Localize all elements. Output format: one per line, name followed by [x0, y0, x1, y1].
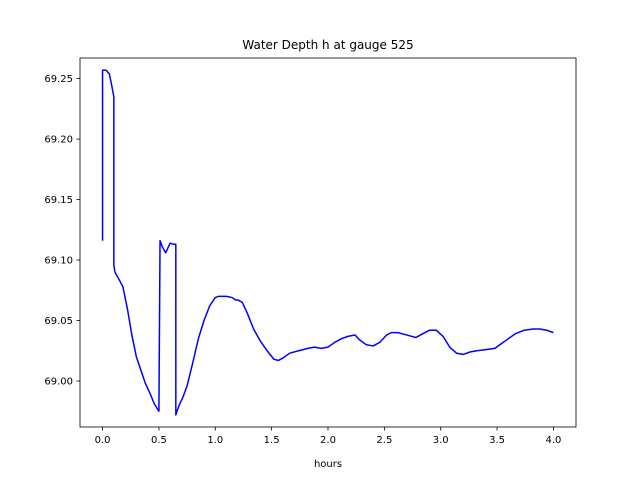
- plot-area: [101, 69, 554, 416]
- x-tick-label: 2.0: [320, 435, 336, 446]
- x-tick-label: 2.5: [376, 435, 392, 446]
- y-tick-label: 69.00: [44, 377, 73, 388]
- y-axis: 69.00 69.05 69.10 69.15 69.20 69.25: [44, 74, 80, 388]
- x-tick-label: 1.0: [207, 435, 223, 446]
- x-axis-label: hours: [314, 459, 342, 470]
- x-tick-label: 3.0: [433, 435, 449, 446]
- x-tick-label: 3.5: [489, 435, 505, 446]
- x-tick-label: 4.0: [546, 435, 562, 446]
- y-tick-label: 69.05: [44, 316, 73, 327]
- chart-title: Water Depth h at gauge 525: [242, 38, 413, 52]
- y-tick-label: 69.20: [44, 135, 73, 146]
- y-tick-label: 69.15: [44, 195, 73, 206]
- x-tick-label: 0.5: [151, 435, 167, 446]
- y-tick-label: 69.25: [44, 74, 73, 85]
- x-axis: 0.0 0.5 1.0 1.5 2.0 2.5 3.0 3.5 4.0: [95, 427, 562, 446]
- x-tick-label: 1.5: [264, 435, 280, 446]
- series-line-0: [101, 69, 554, 416]
- y-tick-label: 69.10: [44, 256, 73, 267]
- x-tick-label: 0.0: [95, 435, 111, 446]
